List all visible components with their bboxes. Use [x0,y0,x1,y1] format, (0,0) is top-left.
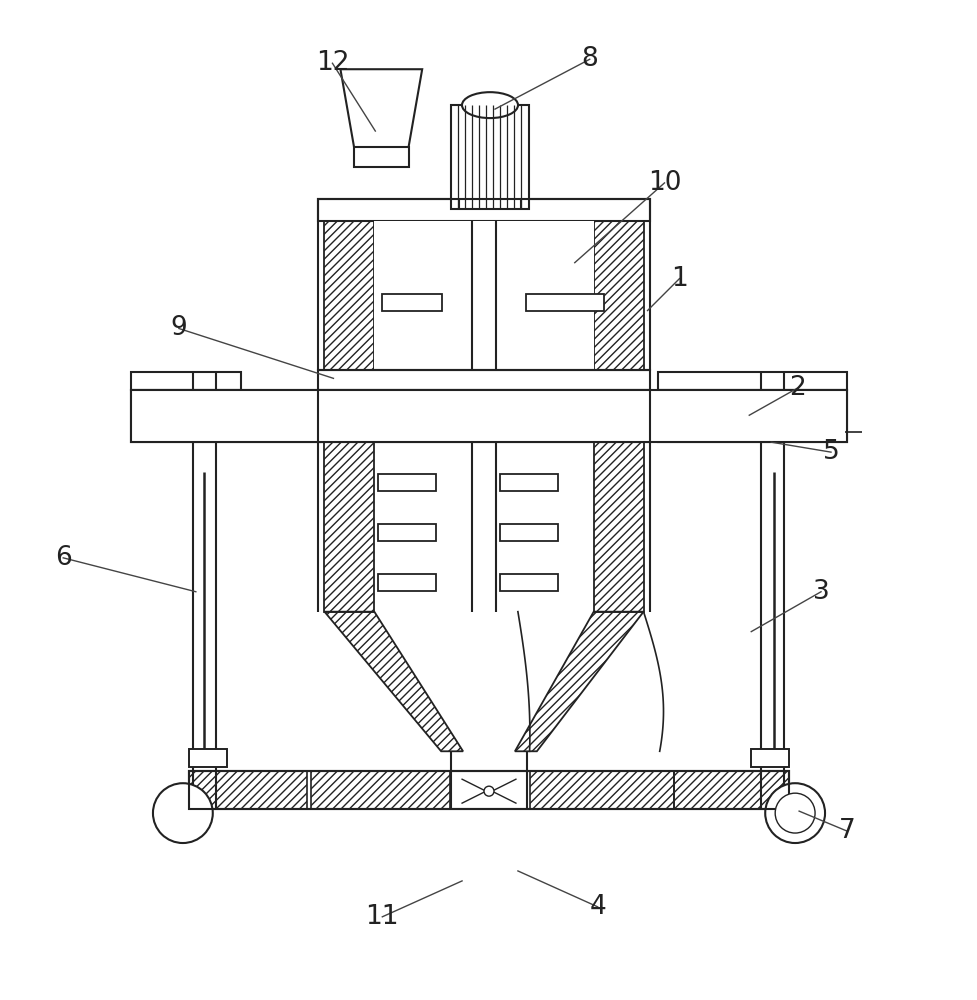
Bar [499,474,557,491]
Ellipse shape [461,92,518,118]
Bar [319,199,649,221]
Circle shape [484,786,493,796]
Bar [378,474,436,491]
Bar [324,221,374,370]
Bar [189,771,788,809]
Text: 6: 6 [55,545,71,571]
Text: 7: 7 [837,818,855,844]
Bar [324,442,374,612]
Text: 11: 11 [365,904,399,930]
Bar [189,771,788,809]
Bar [310,771,449,809]
Bar [319,390,649,442]
Circle shape [775,793,814,833]
Bar [189,771,306,809]
Circle shape [152,783,213,843]
Bar [593,221,643,370]
Bar [189,749,227,767]
Bar [131,390,846,442]
Bar [382,294,442,311]
Text: 5: 5 [822,439,838,465]
Text: 8: 8 [580,46,598,72]
Bar [593,221,643,370]
Text: 9: 9 [170,315,187,341]
Bar [378,524,436,541]
Bar [499,524,557,541]
Bar [530,771,674,809]
Bar [310,771,449,809]
Bar [530,771,674,809]
Bar [131,390,320,442]
Bar [657,390,846,442]
Bar [189,771,306,809]
Text: 12: 12 [316,50,349,76]
Bar [657,372,846,390]
Bar [354,147,408,167]
Bar [319,199,649,370]
Text: 1: 1 [670,266,687,292]
Bar [674,771,788,809]
Bar [750,749,788,767]
Text: 2: 2 [787,375,805,401]
Text: 4: 4 [589,894,606,920]
Bar [450,105,529,209]
Text: 3: 3 [812,579,828,605]
Bar [324,442,374,612]
Bar [378,574,436,591]
Circle shape [764,783,825,843]
Bar [593,442,643,612]
Bar [674,771,788,809]
Polygon shape [340,69,422,149]
Bar [324,221,374,370]
Bar [319,370,649,390]
Text: 10: 10 [647,170,681,196]
Bar [526,294,603,311]
Bar [131,372,240,390]
Bar [499,574,557,591]
Bar [374,221,593,370]
Bar [593,442,643,612]
